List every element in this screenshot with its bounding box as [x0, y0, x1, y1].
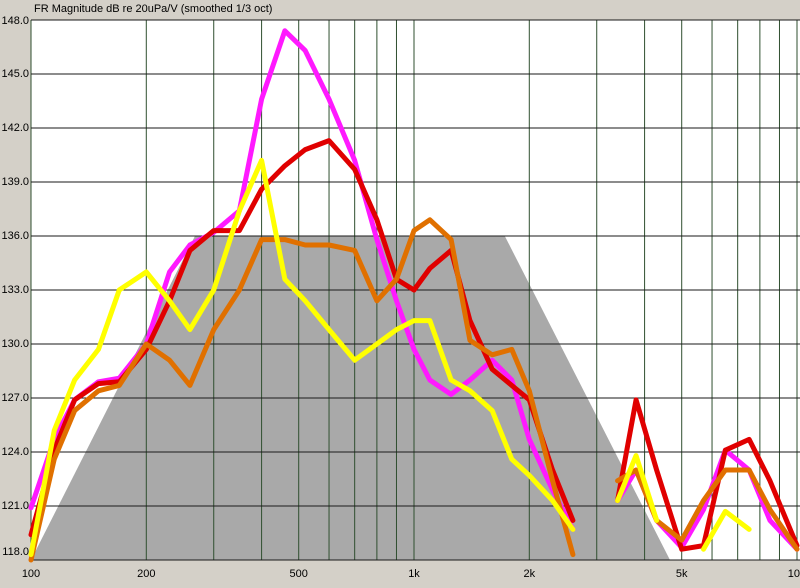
- x-tick-label: 200: [137, 568, 155, 580]
- x-tick-label: 10: [788, 568, 800, 580]
- y-tick-label: 136.0: [1, 230, 29, 242]
- y-tick-label: 148.0: [1, 15, 29, 27]
- y-tick-label: 145.0: [1, 68, 29, 80]
- y-tick-label: 121.0: [1, 500, 29, 512]
- x-tick-label: 1k: [408, 568, 420, 580]
- x-tick-label: 100: [22, 568, 40, 580]
- x-tick-label: 2k: [523, 568, 535, 580]
- series-line: [28, 217, 800, 563]
- chart-title: FR Magnitude dB re 20uPa/V (smoothed 1/3…: [34, 3, 272, 15]
- y-tick-label: 124.0: [1, 446, 29, 458]
- y-tick-label: 118.0: [2, 546, 29, 558]
- y-tick-label: 133.0: [1, 284, 29, 296]
- y-tick-label: 139.0: [1, 176, 29, 188]
- y-tick-label: 130.0: [1, 338, 29, 350]
- x-tick-label: 500: [290, 568, 308, 580]
- y-tick-label: 142.0: [1, 122, 29, 134]
- series-line: [28, 157, 752, 558]
- y-tick-label: 127.0: [1, 392, 29, 404]
- x-tick-label: 5k: [676, 568, 688, 580]
